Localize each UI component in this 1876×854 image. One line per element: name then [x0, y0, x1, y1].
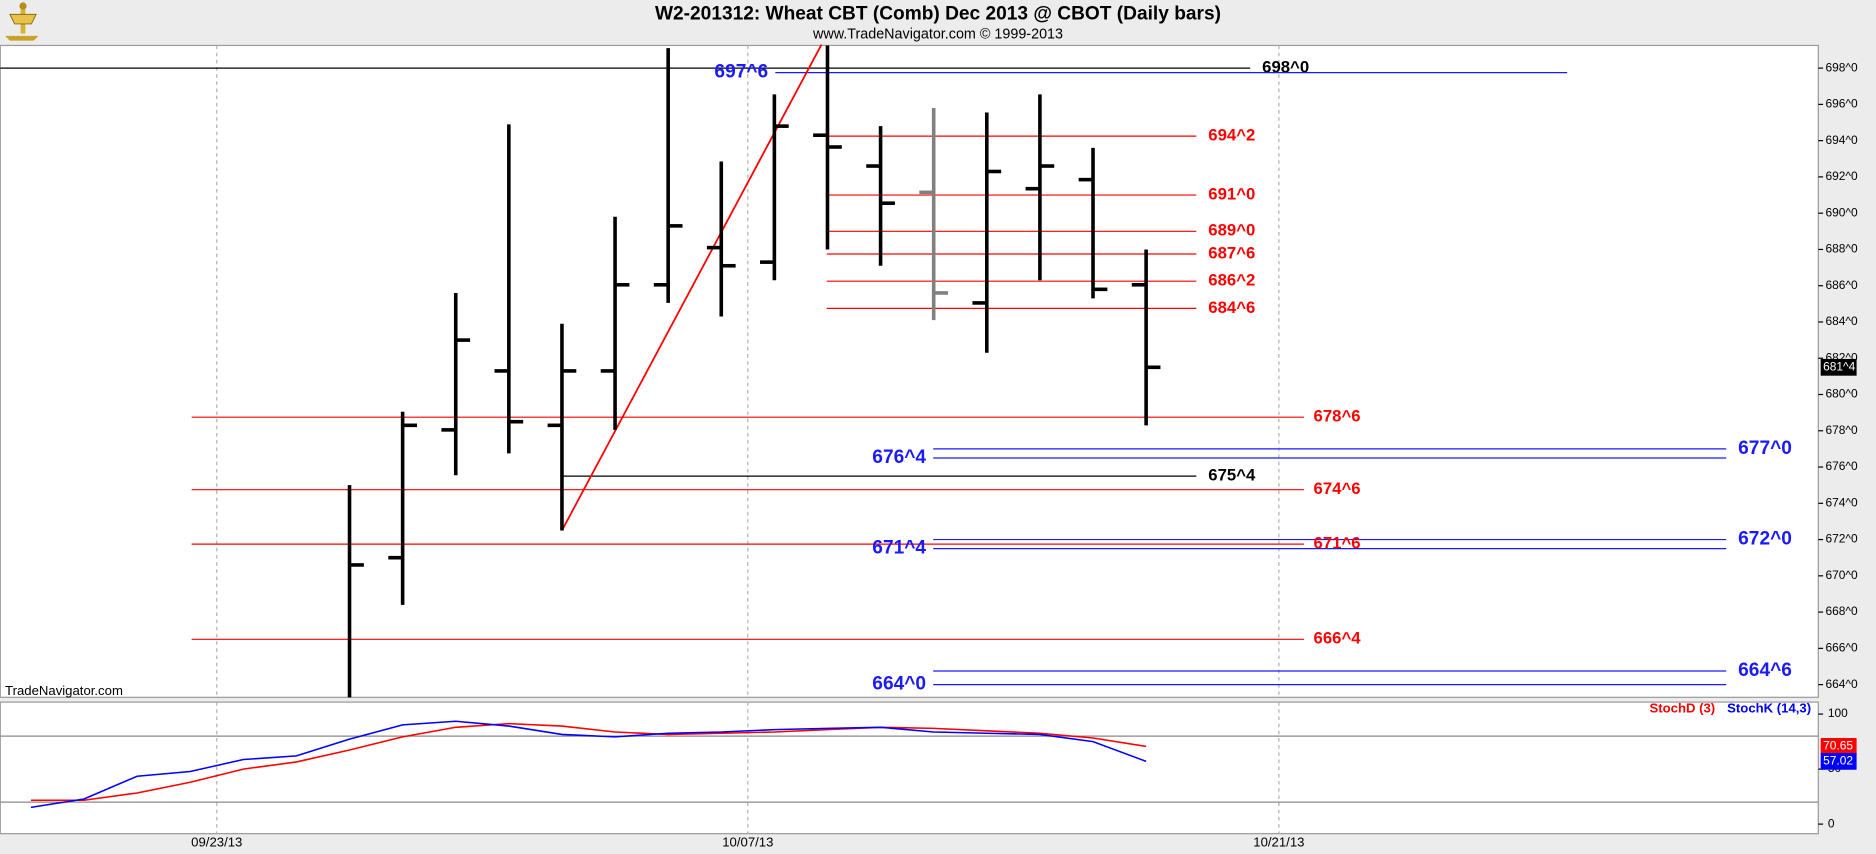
y-tick-label: 680^0	[1825, 387, 1858, 401]
stoch-panel	[0, 701, 1819, 835]
last-price-box	[1820, 358, 1857, 376]
y-tick-label: 0	[1828, 816, 1835, 830]
watermark: TradeNavigator.com	[5, 683, 123, 698]
y-tick-label: 678^0	[1825, 423, 1858, 437]
logo-base	[5, 35, 39, 41]
y-tick-label: 694^0	[1825, 133, 1858, 147]
y-tick-label: 696^0	[1825, 97, 1858, 111]
chart-subtitle: www.TradeNavigator.com © 1999-2013	[812, 26, 1063, 42]
level-label: 691^0	[1208, 184, 1255, 203]
level-label: 664^6	[1738, 660, 1792, 681]
y-tick-label: 666^0	[1825, 641, 1858, 655]
level-label: 664^0	[872, 674, 926, 695]
last-value-label: 70.65	[1823, 739, 1853, 753]
legend-label: StochD (3)	[1649, 701, 1715, 716]
logo	[5, 2, 39, 41]
y-tick-label: 100	[1828, 706, 1848, 720]
level-label: 677^0	[1738, 438, 1792, 459]
y-tick-label: 668^0	[1825, 604, 1858, 618]
y-tick-label: 684^0	[1825, 314, 1858, 328]
last-value-box	[1820, 738, 1857, 755]
y-tick-label: 692^0	[1825, 169, 1858, 183]
level-label: 698^0	[1262, 58, 1309, 77]
level-label: 686^2	[1208, 271, 1255, 290]
level-label: 674^6	[1314, 479, 1361, 498]
level-label: 689^0	[1208, 221, 1255, 240]
last-value-box	[1820, 752, 1857, 770]
logo-wing	[9, 13, 37, 25]
last-price-label: 681^4	[1823, 359, 1856, 373]
x-tick-label: 10/21/13	[1253, 835, 1304, 850]
level-label: 676^4	[872, 447, 926, 468]
level-label: 697^6	[714, 62, 768, 83]
x-tick-label: 10/07/13	[722, 835, 773, 850]
stoch-line	[30, 720, 1147, 809]
level-label: 666^4	[1314, 629, 1362, 648]
y-tick-label: 672^0	[1825, 532, 1858, 546]
level-label: 678^6	[1314, 407, 1361, 426]
y-tick-label: 690^0	[1825, 205, 1858, 219]
y-tick-label: 674^0	[1825, 495, 1858, 509]
legend-label: StochK (14,3)	[1727, 701, 1811, 716]
price-panel	[0, 44, 1819, 698]
level-label: 684^6	[1208, 298, 1255, 317]
level-label: 671^4	[872, 538, 926, 559]
y-tick-label: 676^0	[1825, 459, 1858, 473]
level-label: 694^2	[1208, 126, 1255, 145]
y-tick-label: 688^0	[1825, 242, 1858, 256]
y-tick-label: 670^0	[1825, 568, 1858, 582]
chart-title: W2-201312: Wheat CBT (Comb) Dec 2013 @ C…	[655, 3, 1221, 24]
logo-top	[19, 2, 27, 10]
y-tick-label: 686^0	[1825, 278, 1858, 292]
stoch-line	[30, 722, 1147, 802]
level-label: 675^4	[1208, 466, 1256, 485]
y-tick-label: 664^0	[1825, 677, 1858, 691]
level-label: 672^0	[1738, 529, 1792, 550]
level-label: 671^6	[1314, 534, 1361, 553]
x-tick-label: 09/23/13	[191, 835, 242, 850]
level-label: 687^6	[1208, 243, 1255, 262]
last-value-label: 57.02	[1823, 754, 1853, 768]
y-tick-label: 698^0	[1825, 60, 1858, 74]
